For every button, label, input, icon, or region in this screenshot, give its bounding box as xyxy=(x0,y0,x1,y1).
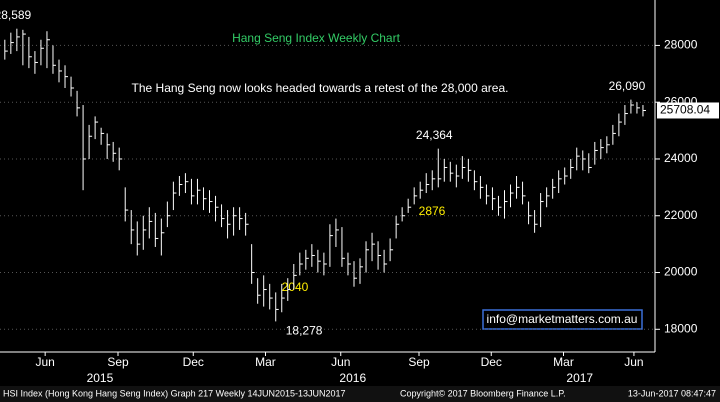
x-tick-label: Dec xyxy=(183,355,204,369)
y-tick-label: 18000 xyxy=(664,321,698,335)
x-tick-label: Jun xyxy=(331,355,350,369)
year-label: 2017 xyxy=(566,371,593,385)
footer-text: HSI Index (Hong Kong Hang Seng Index) Gr… xyxy=(3,388,346,398)
x-tick-label: Dec xyxy=(481,355,502,369)
footer-text: 13-Jun-2017 08:47:47 xyxy=(628,388,716,398)
annotation: 26,090 xyxy=(609,79,646,93)
x-tick-label: Mar xyxy=(255,355,276,369)
annotation: 24,364 xyxy=(416,128,453,142)
year-label: 2016 xyxy=(339,371,366,385)
last-price: 25708.04 xyxy=(660,103,710,117)
x-tick-label: Jun xyxy=(624,355,643,369)
x-tick-label: Sep xyxy=(107,355,129,369)
y-tick-label: 28000 xyxy=(664,38,698,52)
x-tick-label: Sep xyxy=(408,355,430,369)
annotation: 28,589 xyxy=(0,8,32,22)
footer-bar xyxy=(0,386,720,402)
x-tick-label: Mar xyxy=(553,355,574,369)
note: 2040 xyxy=(282,280,309,294)
contact-box xyxy=(482,309,643,330)
chart-title: Hang Seng Index Weekly Chart xyxy=(232,31,401,45)
annotation: 18,278 xyxy=(286,324,323,338)
note: 2876 xyxy=(419,204,446,218)
x-tick-label: Jun xyxy=(35,355,54,369)
y-tick-label: 22000 xyxy=(664,208,698,222)
contact: info@marketmatters.com.au xyxy=(487,312,638,326)
year-label: 2015 xyxy=(87,371,114,385)
last-price-box xyxy=(657,102,719,119)
y-tick-label: 20000 xyxy=(664,265,698,279)
footer-text: Copyright© 2017 Bloomberg Finance L.P. xyxy=(400,388,566,398)
y-tick-label: 24000 xyxy=(664,151,698,165)
chart-subtitle: The Hang Seng now looks headed towards a… xyxy=(132,81,509,95)
